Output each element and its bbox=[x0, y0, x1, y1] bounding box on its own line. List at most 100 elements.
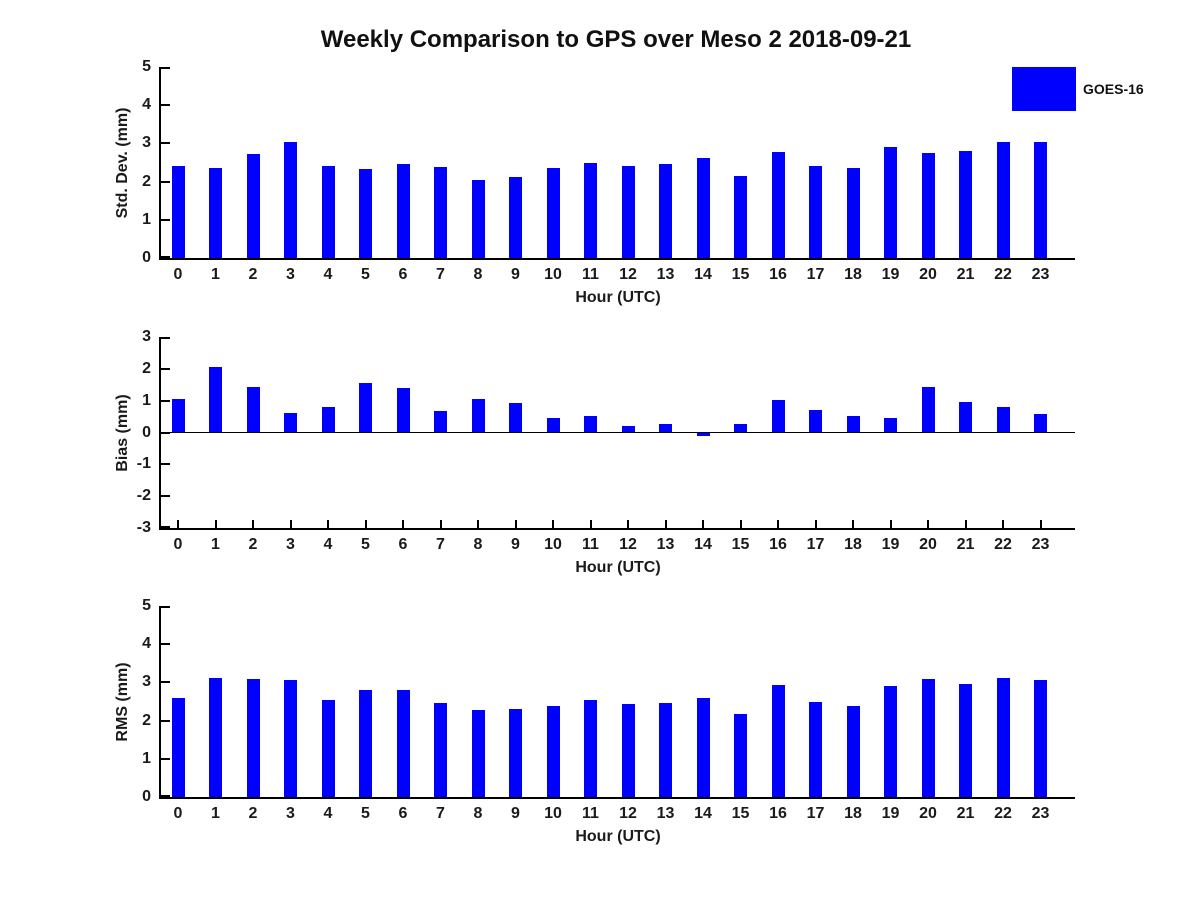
bar-hour-18 bbox=[846, 705, 860, 797]
y-tick-label: -2 bbox=[136, 487, 151, 505]
x-tick bbox=[927, 520, 929, 528]
x-tick-label: 18 bbox=[844, 536, 862, 553]
x-tick-label: 13 bbox=[656, 805, 675, 822]
x-tick-label: 19 bbox=[881, 266, 900, 283]
bar-hour-15 bbox=[734, 714, 747, 797]
bar-hour-20 bbox=[921, 386, 935, 433]
x-tick-label: 1 bbox=[211, 536, 220, 553]
x-tick bbox=[327, 520, 329, 528]
y-tick bbox=[161, 681, 170, 684]
y-tick bbox=[161, 495, 170, 498]
bar-hour-2 bbox=[246, 153, 260, 258]
x-tick-label: 14 bbox=[694, 805, 712, 822]
bar-hour-9 bbox=[509, 177, 522, 258]
y-tick bbox=[161, 643, 170, 646]
bar-hour-21 bbox=[959, 684, 972, 797]
x-tick-label: 9 bbox=[511, 805, 520, 822]
bar-hour-21 bbox=[959, 150, 972, 258]
y-tick-label: 2 bbox=[142, 359, 151, 377]
y-tick-label: 5 bbox=[142, 58, 151, 75]
x-tick bbox=[739, 520, 742, 528]
x-tick-label: 12 bbox=[619, 266, 637, 283]
bar-hour-2 bbox=[246, 679, 260, 797]
bar-hour-22 bbox=[996, 677, 1010, 797]
y-tick bbox=[161, 180, 170, 183]
y-axis-label: Bias (mm) bbox=[114, 393, 131, 472]
bar-hour-17 bbox=[809, 701, 822, 797]
x-tick-label: 4 bbox=[323, 266, 333, 283]
x-axis-label: Hour (UTC) bbox=[575, 289, 661, 306]
x-tick-label: 1 bbox=[211, 266, 220, 283]
x-tick bbox=[289, 520, 292, 528]
x-tick-label: 16 bbox=[769, 266, 787, 283]
x-tick-label: 15 bbox=[731, 805, 750, 822]
y-tick-label: 0 bbox=[142, 788, 151, 805]
y-tick bbox=[161, 337, 170, 339]
legend-color-swatch bbox=[1012, 67, 1076, 111]
x-tick-label: 21 bbox=[956, 536, 975, 553]
bar-hour-9 bbox=[509, 708, 522, 797]
bar-hour-20 bbox=[921, 678, 935, 797]
y-tick-label: 2 bbox=[142, 172, 151, 190]
bar-hour-22 bbox=[996, 407, 1010, 433]
x-tick bbox=[477, 520, 479, 528]
bar-hour-0 bbox=[171, 166, 185, 258]
x-tick-label: 7 bbox=[436, 805, 445, 822]
x-tick-label: 23 bbox=[1031, 536, 1050, 553]
bar-hour-9 bbox=[509, 402, 522, 433]
bar-hour-14 bbox=[696, 432, 710, 436]
y-tick-label: 5 bbox=[142, 597, 151, 614]
x-tick-label: 5 bbox=[361, 266, 370, 283]
x-tick-label: 10 bbox=[544, 536, 562, 553]
x-tick-label: 6 bbox=[398, 266, 408, 283]
legend-label: GOES-16 bbox=[1083, 81, 1144, 97]
bar-hour-12 bbox=[621, 703, 635, 797]
x-tick-label: 8 bbox=[473, 805, 483, 822]
bar-hour-19 bbox=[884, 417, 897, 433]
x-tick-label: 4 bbox=[323, 805, 333, 822]
bar-hour-18 bbox=[846, 168, 860, 258]
bar-hour-21 bbox=[959, 401, 972, 433]
x-tick-label: 11 bbox=[582, 536, 599, 553]
x-tick-label: 8 bbox=[473, 536, 483, 553]
x-tick-label: 1 bbox=[211, 805, 220, 822]
bar-hour-10 bbox=[546, 705, 560, 797]
x-tick-label: 6 bbox=[398, 536, 408, 553]
bar-hour-1 bbox=[209, 168, 222, 258]
x-tick-label: 15 bbox=[731, 266, 750, 283]
x-tick bbox=[852, 520, 854, 528]
x-tick-label: 21 bbox=[956, 805, 975, 822]
x-tick-label: 23 bbox=[1031, 266, 1050, 283]
bar-hour-13 bbox=[659, 164, 672, 258]
x-tick-label: 19 bbox=[881, 536, 900, 553]
x-tick-label: 5 bbox=[361, 805, 370, 822]
bar-hour-10 bbox=[546, 167, 560, 258]
x-tick-label: 18 bbox=[844, 266, 862, 283]
x-tick bbox=[964, 520, 967, 528]
zero-baseline bbox=[161, 431, 1075, 434]
bar-hour-15 bbox=[734, 176, 747, 258]
bar-hour-4 bbox=[321, 165, 335, 258]
x-tick bbox=[439, 520, 442, 528]
y-axis-label: Std. Dev. (mm) bbox=[114, 107, 131, 218]
x-tick bbox=[702, 520, 704, 528]
x-tick-label: 7 bbox=[436, 266, 445, 283]
y-tick bbox=[161, 67, 170, 69]
bar-hour-0 bbox=[171, 399, 185, 433]
bar-hour-7 bbox=[434, 411, 447, 433]
x-tick-label: 22 bbox=[994, 536, 1012, 553]
x-tick-label: 12 bbox=[619, 536, 637, 553]
bar-hour-17 bbox=[809, 166, 822, 258]
y-tick-label: 0 bbox=[142, 249, 151, 266]
y-tick-label: 3 bbox=[142, 134, 151, 152]
x-tick bbox=[777, 520, 779, 528]
bar-hour-1 bbox=[209, 366, 222, 433]
x-tick bbox=[177, 520, 179, 528]
y-tick bbox=[161, 795, 170, 797]
bar-hour-10 bbox=[546, 418, 560, 433]
x-tick-label: 17 bbox=[806, 805, 825, 822]
x-tick-label: 2 bbox=[248, 266, 258, 283]
x-tick bbox=[889, 520, 892, 528]
y-tick-label: 1 bbox=[142, 749, 151, 767]
bar-hour-7 bbox=[434, 167, 447, 258]
